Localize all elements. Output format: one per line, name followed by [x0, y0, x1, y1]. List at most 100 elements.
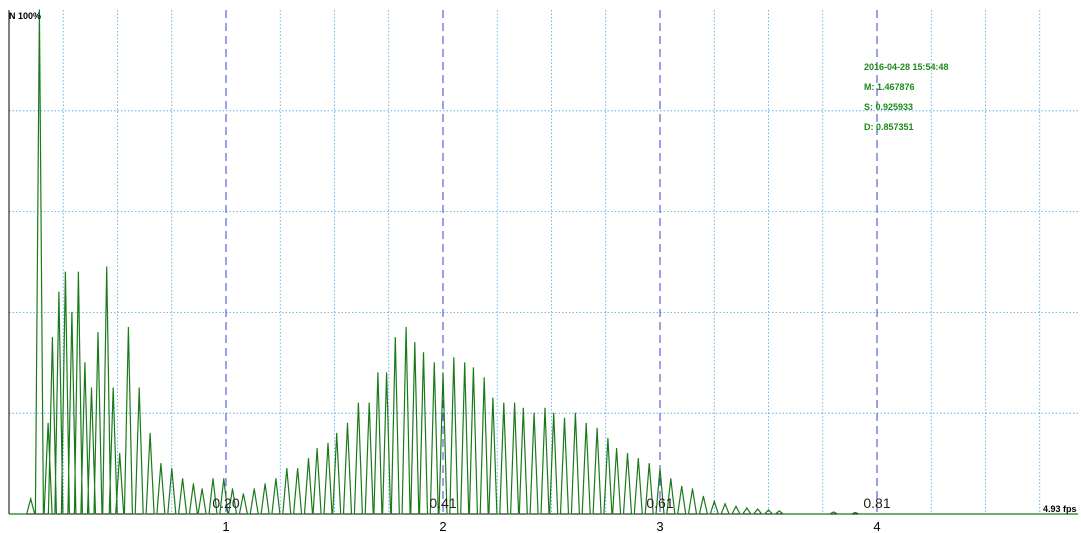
- data-point: [47, 422, 49, 424]
- data-point: [316, 447, 318, 450]
- data-point: [833, 511, 835, 513]
- info-mean: M: 1.467876: [864, 82, 915, 92]
- data-point: [492, 397, 494, 399]
- marker-labels: 0.20 0.41 0.61 0.81: [212, 495, 890, 511]
- stats-info-box: 2016-04-28 15:54:48 M: 1.467876 S: 0.925…: [864, 62, 949, 132]
- data-point: [51, 337, 54, 339]
- series-line: [9, 9, 1078, 515]
- data-point: [637, 458, 639, 460]
- data-point: [414, 342, 416, 344]
- info-timestamp: 2016-04-28 15:54:48: [864, 62, 949, 72]
- data-point: [596, 427, 598, 429]
- data-point: [368, 402, 370, 404]
- data-point: [713, 500, 715, 502]
- data-point: [377, 372, 379, 374]
- info-d: D: 0.857351: [864, 122, 914, 132]
- fps-marker-lines: [225, 10, 878, 514]
- data-point: [691, 488, 694, 490]
- data-point: [626, 452, 629, 455]
- marker-label: 0.81: [863, 495, 890, 511]
- x-tick-label: 2: [439, 519, 446, 533]
- data-point: [659, 468, 661, 470]
- x-tick-label: 1: [222, 519, 229, 533]
- data-point: [106, 266, 108, 268]
- data-point: [746, 507, 748, 509]
- marker-label: 0.20: [212, 495, 239, 511]
- data-point: [182, 478, 184, 480]
- data-point: [149, 432, 151, 434]
- data-point: [112, 387, 114, 389]
- data-point: [533, 412, 535, 414]
- grid-lines: [9, 10, 1078, 514]
- data-point: [77, 271, 79, 273]
- data-point: [585, 422, 587, 424]
- data-point: [127, 326, 129, 329]
- data-point: [253, 488, 255, 490]
- data-point: [854, 511, 856, 514]
- data-point: [286, 468, 288, 470]
- data-point: [553, 412, 555, 414]
- data-point: [483, 377, 485, 379]
- data-point: [778, 510, 780, 512]
- data-point: [242, 493, 244, 495]
- data-point: [327, 442, 329, 444]
- data-point: [84, 362, 86, 364]
- data-point: [724, 503, 726, 505]
- data-point: [767, 509, 770, 511]
- data-point: [503, 402, 505, 404]
- data-point: [472, 367, 474, 369]
- data-point: [422, 352, 425, 354]
- data-point: [171, 468, 173, 470]
- data-point: [71, 311, 73, 313]
- data-point: [297, 468, 299, 470]
- data-point: [231, 488, 234, 490]
- data-point: [563, 417, 566, 419]
- data-point: [522, 407, 524, 409]
- data-point: [192, 483, 194, 485]
- data-point: [514, 402, 516, 404]
- data-point: [681, 485, 683, 487]
- marker-label: 0.61: [646, 495, 673, 511]
- data-point: [433, 362, 435, 364]
- data-point: [264, 483, 266, 485]
- data-point: [160, 463, 162, 465]
- data-point: [735, 505, 737, 507]
- data-point: [90, 387, 93, 389]
- data-point: [307, 458, 310, 460]
- data-point: [607, 437, 609, 439]
- data-point: [670, 478, 672, 480]
- x-tick-label: 3: [656, 519, 663, 533]
- data-point: [212, 478, 214, 480]
- data-point: [574, 412, 577, 414]
- x-tick-label: 4: [873, 519, 880, 533]
- data-point: [702, 495, 705, 497]
- data-point: [346, 422, 349, 424]
- x-tick-labels: 1 2 3 4: [222, 519, 880, 533]
- info-stddev: S: 0.925933: [864, 102, 913, 112]
- marker-label: 0.41: [429, 495, 456, 511]
- series-group: [9, 9, 1078, 515]
- data-point: [442, 372, 444, 374]
- data-point: [336, 432, 338, 434]
- data-point: [30, 498, 32, 500]
- data-point: [544, 407, 546, 409]
- data-point: [119, 452, 121, 455]
- data-point: [38, 9, 41, 11]
- data-point: [648, 463, 650, 465]
- data-point: [357, 402, 359, 404]
- data-point: [616, 447, 618, 450]
- data-point: [97, 332, 99, 334]
- data-point: [405, 326, 407, 329]
- data-point: [223, 478, 225, 480]
- data-point: [58, 291, 60, 293]
- data-point: [201, 488, 203, 490]
- data-point: [453, 357, 455, 359]
- data-point: [386, 372, 388, 374]
- data-point: [757, 508, 759, 510]
- data-point: [275, 478, 277, 480]
- data-point: [64, 271, 66, 273]
- x-end-label: 4.93 fps: [1043, 504, 1077, 514]
- y-max-label: N 100%: [9, 11, 41, 21]
